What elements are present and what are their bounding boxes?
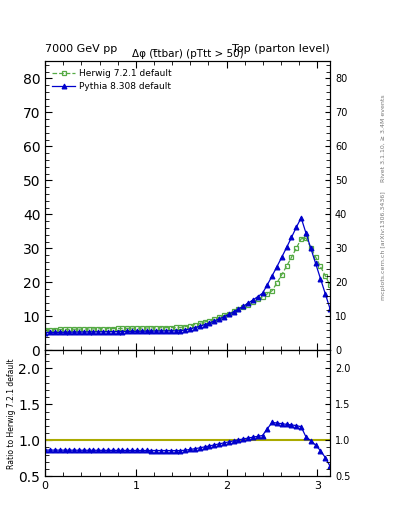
Text: Top (parton level): Top (parton level) (232, 44, 330, 54)
Herwig 7.2.1 default (115, 326, 120, 332)
Herwig 7.2.1 default (125, 325, 130, 331)
Legend: Herwig 7.2.1 default, Pythia 8.308 default: Herwig 7.2.1 default, Pythia 8.308 defau… (50, 66, 174, 94)
Pythia 8.308 default (222, 314, 226, 320)
Text: 7000 GeV pp: 7000 GeV pp (45, 44, 118, 54)
Herwig 7.2.1 default (328, 282, 332, 288)
Line: Pythia 8.308 default: Pythia 8.308 default (43, 216, 332, 335)
Herwig 7.2.1 default (304, 235, 309, 241)
Pythia 8.308 default (115, 329, 120, 335)
Text: mcplots.cern.ch [arXiv:1306.3436]: mcplots.cern.ch [arXiv:1306.3436] (381, 191, 386, 300)
Pythia 8.308 default (91, 329, 96, 335)
Y-axis label: Ratio to Herwig 7.2.1 default: Ratio to Herwig 7.2.1 default (7, 358, 16, 468)
Pythia 8.308 default (328, 306, 332, 312)
Text: Rivet 3.1.10, ≥ 3.4M events: Rivet 3.1.10, ≥ 3.4M events (381, 94, 386, 182)
Pythia 8.308 default (43, 330, 48, 336)
Line: Herwig 7.2.1 default: Herwig 7.2.1 default (43, 236, 332, 332)
Herwig 7.2.1 default (43, 327, 48, 333)
Pythia 8.308 default (134, 328, 139, 334)
Pythia 8.308 default (299, 215, 303, 221)
Title: Δφ (t̅tbar) (pTtt > 50): Δφ (t̅tbar) (pTtt > 50) (132, 49, 244, 59)
Herwig 7.2.1 default (140, 325, 144, 331)
Herwig 7.2.1 default (134, 325, 139, 331)
Pythia 8.308 default (125, 328, 130, 334)
Herwig 7.2.1 default (222, 312, 226, 318)
Herwig 7.2.1 default (91, 326, 96, 332)
Pythia 8.308 default (140, 328, 144, 334)
